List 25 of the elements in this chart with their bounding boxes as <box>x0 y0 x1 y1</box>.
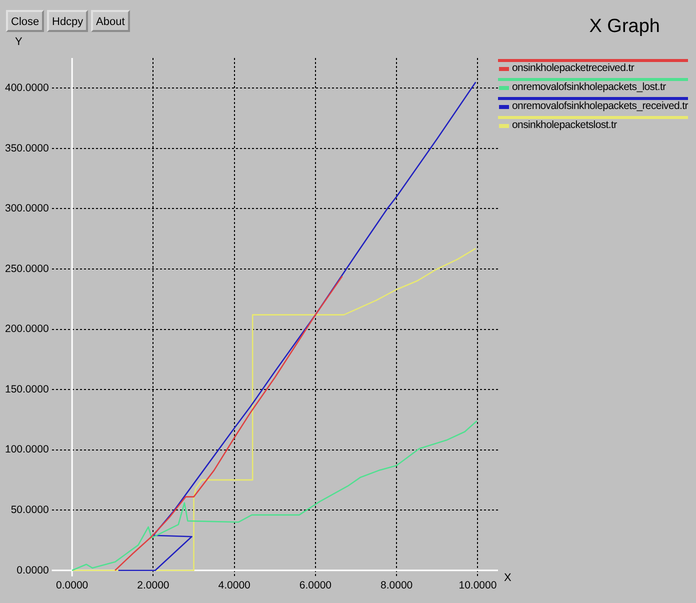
text: About <box>91 10 130 32</box>
x-tick-label: 4.0000 <box>218 580 251 592</box>
y-tick-label: 300.0000 <box>5 202 49 215</box>
x-tick-label: 8.0000 <box>380 580 413 592</box>
text: Hdcpy <box>47 10 88 32</box>
legend-label: onremovalofsinkholepackets_lost.tr <box>512 81 666 93</box>
y-tick-label: 0.0000 <box>16 564 49 576</box>
y-tick-label: 150.0000 <box>5 383 49 396</box>
y-axis-title: Y <box>15 36 22 48</box>
legend-label: onremovalofsinkholepackets_received.tr <box>512 100 688 112</box>
x-tick-label: 0.0000 <box>56 580 88 592</box>
x-tick-label: 10.0000 <box>458 580 497 592</box>
y-tick-label: 400.0000 <box>5 82 49 94</box>
x-axis-title: X <box>504 572 512 584</box>
legend-label: onsinkholepacketreceived.tr <box>512 62 634 74</box>
text: X Graph <box>589 16 660 38</box>
y-tick-label: 200.0000 <box>5 323 49 336</box>
y-tick-label: 350.0000 <box>5 142 49 154</box>
y-tick-label: 100.0000 <box>5 444 49 456</box>
y-tick-label: 250.0000 <box>5 262 49 275</box>
legend-label: onsinkholepacketslost.tr <box>512 119 617 131</box>
x-tick-label: 2.0000 <box>137 580 170 592</box>
text: Close <box>6 10 44 32</box>
x-tick-label: 6.0000 <box>299 580 332 592</box>
y-tick-label: 50.0000 <box>10 504 49 516</box>
